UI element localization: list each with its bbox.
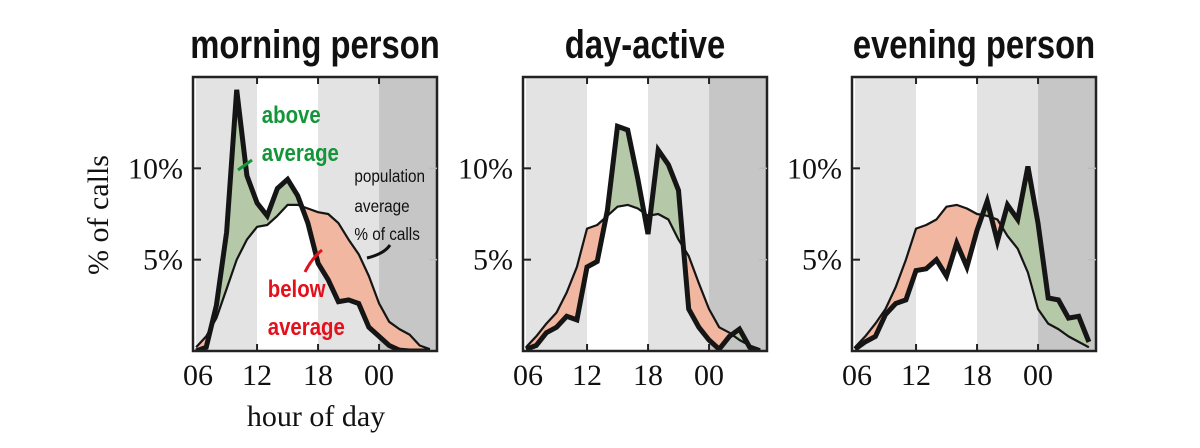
- x-tick-label: 18: [962, 359, 992, 392]
- plot-area: [525, 77, 767, 351]
- panel-3: 06 12 18 00 5% 10% evening person: [787, 22, 1098, 392]
- group-line: [195, 89, 430, 351]
- x-tick-label: 00: [1023, 359, 1053, 392]
- above-leader-line: [237, 158, 253, 172]
- background-band: [709, 77, 767, 351]
- population-leader-line: [366, 244, 392, 260]
- above-average-label-2: average: [262, 139, 339, 166]
- panel-title: evening person: [853, 22, 1095, 67]
- annotations: above average below average population a…: [237, 101, 425, 340]
- background-band: [587, 77, 649, 351]
- x-tick-label: 18: [303, 359, 333, 392]
- panel-title: morning person: [190, 22, 440, 67]
- below-average-label-1: below: [268, 275, 326, 302]
- below-leader-line: [303, 248, 323, 273]
- y-tick-label: 5%: [473, 244, 513, 277]
- population-label-3: % of calls: [354, 224, 419, 244]
- background-band: [855, 77, 917, 351]
- plot-area: [853, 77, 1096, 351]
- group-line: [853, 166, 1092, 351]
- above-average-label-1: above: [262, 101, 321, 128]
- y-tick-label: 10%: [458, 152, 513, 185]
- plot-frame: [521, 75, 769, 353]
- x-tick-label: 00: [694, 359, 724, 392]
- y-tick-label: 5%: [143, 244, 183, 277]
- panel-1: 06 12 18 00 5% 10% morning person: [128, 22, 440, 392]
- x-tick-label: 06: [183, 359, 213, 392]
- population-label-1: population: [354, 166, 425, 186]
- group-line: [525, 122, 761, 351]
- population-average-line: [195, 203, 431, 351]
- plot-frame: [850, 75, 1098, 353]
- y-tick-label: 5%: [802, 244, 842, 277]
- x-tick-label: 06: [513, 359, 543, 392]
- x-tick-label: 12: [242, 359, 272, 392]
- y-axis-label: % of calls: [82, 155, 115, 275]
- x-axis-label: hour of day: [247, 400, 385, 433]
- plot-frame: [191, 75, 439, 353]
- x-tick-label: 18: [633, 359, 663, 392]
- below-average-label-2: average: [268, 313, 345, 340]
- x-tick-label: 12: [572, 359, 602, 392]
- plot-area: [195, 77, 437, 351]
- population-average-line: [854, 203, 1090, 349]
- x-tick-label: 12: [901, 359, 931, 392]
- population-label-2: average: [354, 196, 409, 216]
- panel-2: 06 12 18 00 5% 10% day-active: [458, 22, 769, 392]
- x-tick-label: 00: [364, 359, 394, 392]
- y-tick-label: 10%: [128, 152, 183, 185]
- y-tick-label: 10%: [787, 152, 842, 185]
- x-tick-label: 06: [842, 359, 872, 392]
- panel-title: day-active: [565, 22, 725, 67]
- background-band: [379, 77, 437, 351]
